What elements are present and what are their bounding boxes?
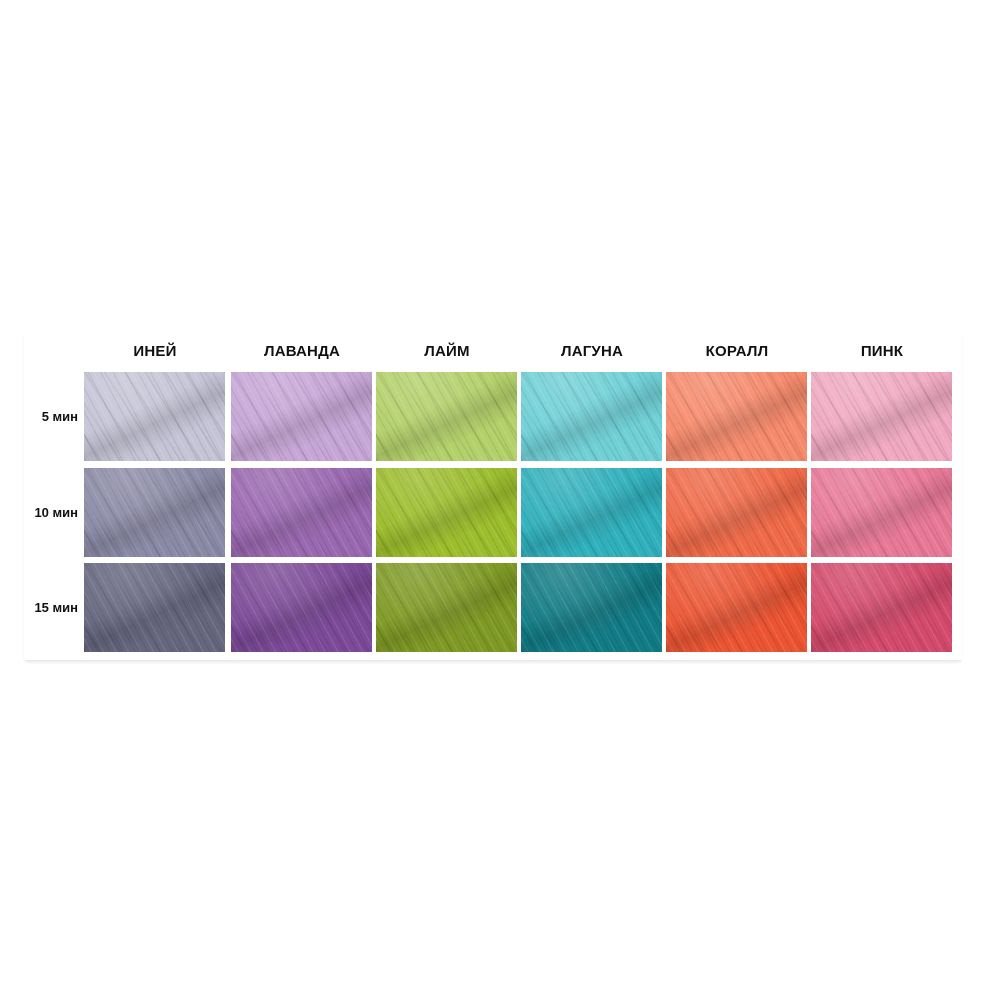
column-header: ЛАЙМ — [424, 343, 470, 360]
color-swatch — [84, 563, 225, 652]
color-swatch — [666, 468, 807, 557]
row-header: 10 мин — [34, 505, 78, 520]
color-swatch — [666, 563, 807, 652]
color-swatch — [376, 563, 517, 652]
color-swatch — [811, 372, 952, 461]
column-header: ИНЕЙ — [133, 343, 177, 360]
color-swatch — [811, 468, 952, 557]
color-swatch — [811, 563, 952, 652]
column-header: ЛАВАНДА — [263, 343, 341, 360]
color-swatch — [84, 372, 225, 461]
column-header: КОРАЛЛ — [705, 343, 769, 360]
color-swatch — [231, 468, 372, 557]
color-swatch — [521, 468, 662, 557]
color-swatch — [376, 372, 517, 461]
row-header: 5 мин — [41, 409, 78, 424]
column-header: ПИНК — [860, 343, 904, 360]
color-swatch — [231, 372, 372, 461]
color-swatch — [521, 372, 662, 461]
row-header: 15 мин — [34, 600, 78, 615]
color-swatch — [84, 468, 225, 557]
column-header: ЛАГУНА — [560, 343, 624, 360]
color-swatch — [666, 372, 807, 461]
color-swatch — [376, 468, 517, 557]
color-swatch — [231, 563, 372, 652]
color-swatch — [521, 563, 662, 652]
